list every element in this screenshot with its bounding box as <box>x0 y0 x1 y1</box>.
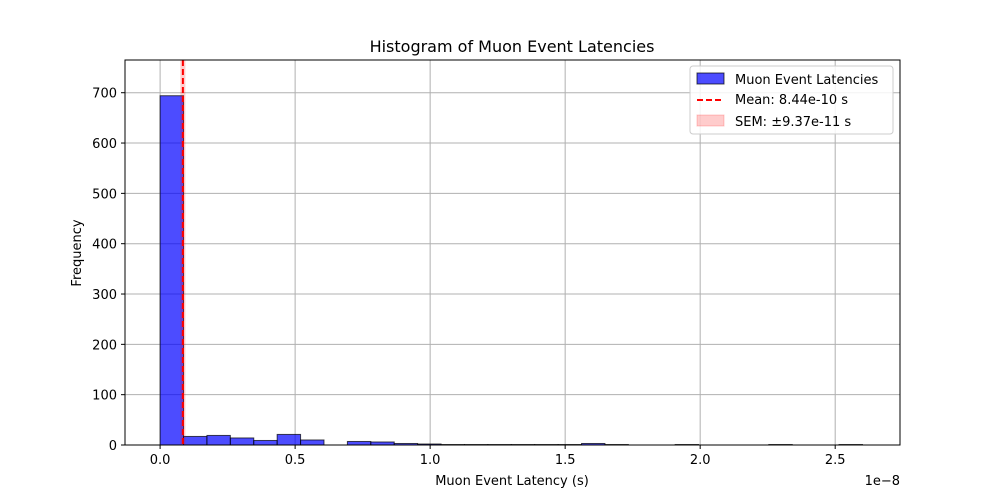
y-tick-label: 100 <box>92 389 117 404</box>
legend-swatch-sem <box>696 114 725 127</box>
legend-label-sem: SEM: ±9.37e-11 s <box>735 115 851 130</box>
y-tick-label: 700 <box>92 87 117 102</box>
histogram-bar <box>159 95 185 446</box>
y-axis-label: Frequency <box>70 219 85 286</box>
histogram-bar <box>276 433 302 446</box>
mean-overlay <box>180 60 186 445</box>
y-tick-label: 600 <box>92 137 117 152</box>
legend-label-histogram: Muon Event Latencies <box>735 73 878 88</box>
y-tick-label: 300 <box>92 288 117 303</box>
y-tick-label: 500 <box>92 187 117 202</box>
legend: Muon Event Latencies Mean: 8.44e-10 s SE… <box>689 65 894 135</box>
x-axis-label: Muon Event Latency (s) <box>435 474 589 489</box>
legend-swatch-histogram <box>696 72 725 85</box>
x-axis-offset-label: 1e−8 <box>865 474 900 489</box>
y-tick-label: 200 <box>92 338 117 353</box>
y-tick-label: 0 <box>109 439 117 454</box>
x-tick-label: 1.5 <box>555 453 576 468</box>
x-tick-label: 2.0 <box>690 453 711 468</box>
histogram-bar <box>183 435 208 446</box>
histogram-bar <box>206 434 231 446</box>
histogram-bar <box>253 439 278 446</box>
x-tick-label: 1.0 <box>420 453 441 468</box>
x-tick-label: 2.5 <box>825 453 846 468</box>
legend-frame <box>689 65 894 135</box>
histogram-bar <box>300 439 325 446</box>
y-tick-label: 400 <box>92 238 117 253</box>
chart-title: Histogram of Muon Event Latencies <box>370 37 655 56</box>
x-tick-label: 0.5 <box>285 453 306 468</box>
x-tick-label: 0.0 <box>150 453 171 468</box>
histogram-bar <box>229 437 255 446</box>
axes-frame <box>124 59 901 446</box>
axis-ticks: 0.0 0.5 1.0 1.5 2.0 2.5 0 100 200 300 400 500 600 700 <box>92 87 845 468</box>
histogram-bars <box>159 95 863 446</box>
histogram-bar <box>346 440 372 446</box>
legend-label-mean: Mean: 8.44e-10 s <box>735 93 848 108</box>
